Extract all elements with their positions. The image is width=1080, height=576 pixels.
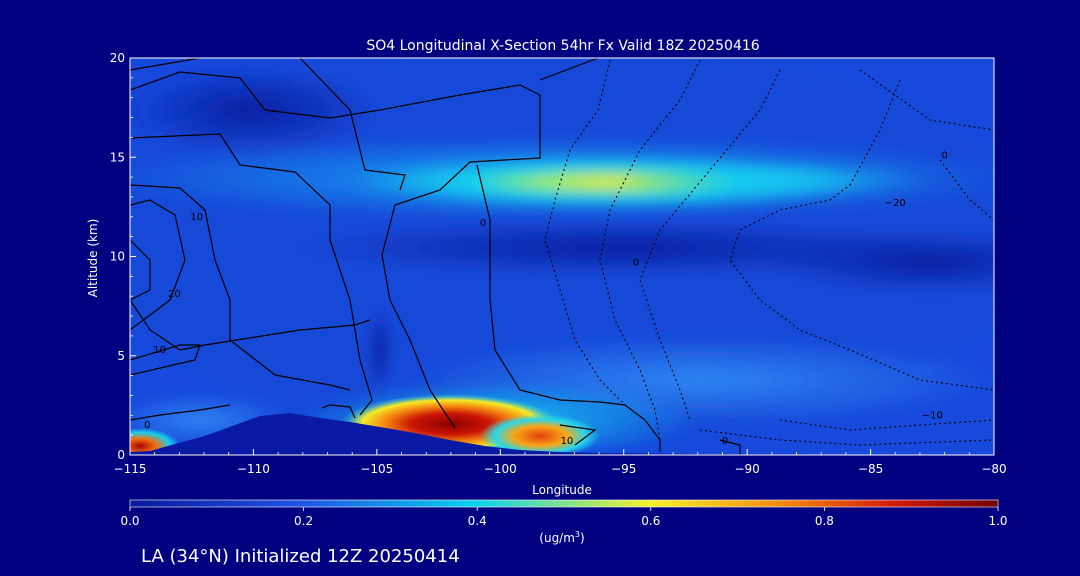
contour-label: 10 (153, 345, 166, 356)
plot-area: 0 10 20 10 10 0 0 0 −20 −10 0 (130, 58, 994, 455)
x-tick-label: −90 (734, 462, 759, 476)
contour-label: 0 (722, 436, 728, 447)
x-tick-label: −105 (360, 462, 393, 476)
colorbar-unit-sup: 3 (575, 530, 580, 539)
y-tick-label: 20 (110, 51, 125, 65)
colorbar-tick-label: 0.8 (815, 514, 834, 528)
x-tick-label: −80 (981, 462, 1006, 476)
contour-label: 0 (633, 257, 639, 268)
contour-label: −10 (922, 410, 943, 421)
x-tick-label: −110 (237, 462, 270, 476)
contour-label: 0 (144, 420, 150, 431)
y-tick-label: 10 (110, 250, 125, 264)
colorbar-tick-label: 1.0 (988, 514, 1007, 528)
colorbar-label: (ug/m3) (539, 530, 584, 545)
contour-label: 0 (480, 218, 486, 229)
terrain (130, 413, 994, 455)
footer-caption: LA (34°N) Initialized 12Z 20250414 (141, 546, 460, 567)
contour-label: 10 (561, 436, 574, 447)
contour-label: 10 (190, 212, 203, 223)
contour-label: 0 (941, 150, 947, 161)
x-axis: −115 −110 −105 −100 −95 −90 −85 −80 (114, 449, 1007, 476)
y-tick-label: 5 (117, 349, 125, 363)
y-tick-label: 15 (110, 150, 125, 164)
hotspot-secondary (480, 414, 600, 455)
colorbar-unit: (ug/m (539, 531, 575, 545)
contours-positive (130, 58, 741, 455)
colorbar (129, 499, 999, 508)
chart-title: SO4 Longitudinal X-Section 54hr Fx Valid… (366, 38, 759, 54)
colorbar-ticks: 0.0 0.2 0.4 0.6 0.8 1.0 (120, 507, 1008, 528)
colorbar-tick-label: 0.2 (294, 514, 313, 528)
x-tick-label: −85 (858, 462, 883, 476)
y-axis-label: Altitude (km) (86, 219, 100, 298)
y-axis: 0 5 10 15 20 (110, 51, 136, 462)
colorbar-tick-label: 0.4 (468, 514, 487, 528)
x-tick-label: −95 (611, 462, 636, 476)
colorbar-unit-close: ) (580, 531, 585, 545)
colorbar-tick-label: 0.0 (120, 514, 139, 528)
contours-negative (544, 59, 994, 446)
colorbar-tick-label: 0.6 (641, 514, 660, 528)
y-tick-label: 0 (117, 448, 125, 462)
x-axis-label: Longitude (532, 483, 592, 497)
x-tick-label: −100 (484, 462, 517, 476)
contour-label: 20 (168, 289, 181, 300)
x-tick-label: −115 (114, 462, 147, 476)
contour-labels: 0 10 20 10 10 0 0 0 −20 −10 0 (144, 150, 948, 447)
contour-label: −20 (885, 198, 906, 209)
